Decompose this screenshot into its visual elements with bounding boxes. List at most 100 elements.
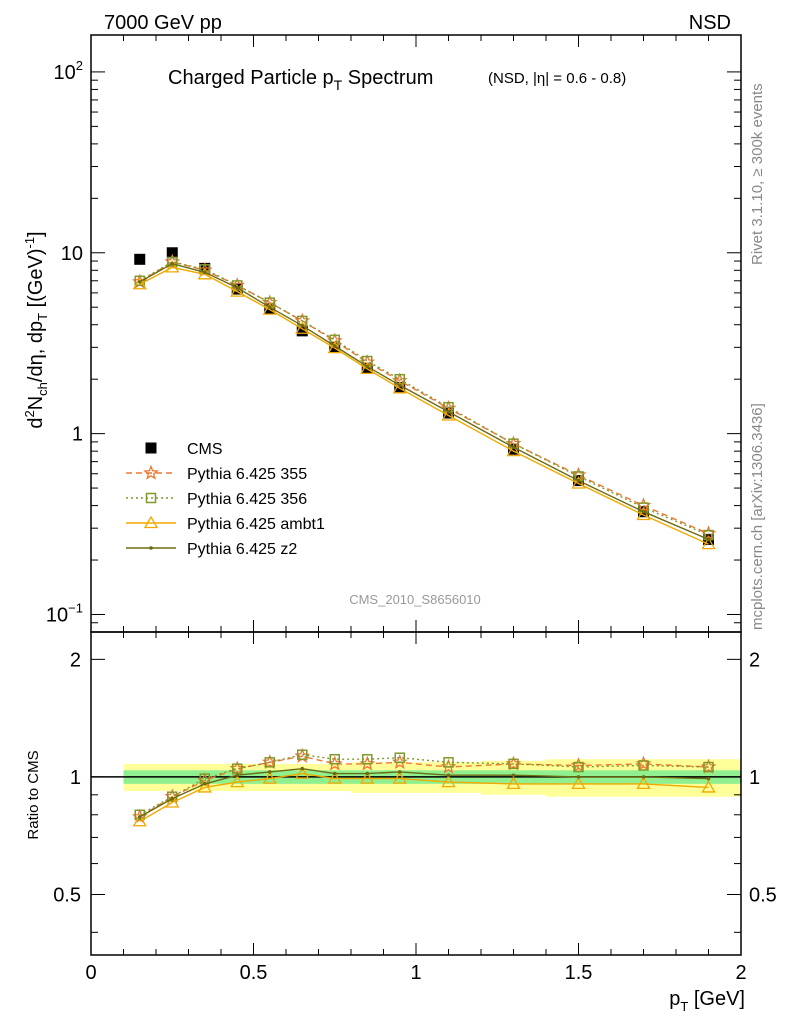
ratio-point <box>165 795 180 808</box>
y-tick-label-base: 10 <box>61 243 83 265</box>
header-right: NSD <box>689 12 731 34</box>
ratio-point <box>506 776 521 790</box>
main-point <box>166 247 178 259</box>
ratio-point <box>443 757 454 768</box>
main-series-4 <box>137 261 711 542</box>
chart-subtitle: (NSD, |η| = 0.6 - 0.8) <box>488 70 626 87</box>
mcplots-label: mcplots.cern.ch [arXiv:1306.3436] <box>749 403 766 630</box>
ratio-uncertainty-bands <box>91 759 741 797</box>
ratio-y-tick-label: 1 <box>70 767 81 789</box>
main-point <box>701 536 716 550</box>
main-point <box>365 364 370 369</box>
main-point <box>446 410 451 414</box>
x-tick-label: 1 <box>410 962 421 984</box>
rivet-label: Rivet 3.1.10, ≥ 300k events <box>749 83 766 265</box>
xlabel-part-0: p <box>669 988 680 1010</box>
ratio-point <box>264 757 275 768</box>
ratio-point <box>362 753 373 765</box>
legend-label: Pythia 6.425 ambt1 <box>187 516 325 533</box>
main-point <box>137 280 142 284</box>
main-point <box>506 443 521 457</box>
legend-label: Pythia 6.425 356 <box>187 491 307 508</box>
xlabel-part-2: [GeV] <box>688 988 745 1010</box>
main-point <box>134 275 145 287</box>
ratio-y-tick-label-right: 2 <box>749 649 760 671</box>
y-tick-label: 10−1 <box>46 600 83 626</box>
ratio-point <box>202 782 207 786</box>
main-point <box>641 509 646 514</box>
main-point <box>706 537 711 542</box>
legend-label: Pythia 6.425 355 <box>187 466 307 483</box>
ratio-point <box>197 780 212 793</box>
legend-marker <box>145 442 157 454</box>
main-point <box>508 443 519 455</box>
main-point <box>394 381 406 393</box>
y-tick-label-base: 10 <box>54 62 76 84</box>
ratio-point <box>636 776 651 790</box>
y-axis-label-main: d2Nch/dη, dpT [(GeV)-1] <box>22 231 50 428</box>
ylabel-part-0: d <box>25 418 47 429</box>
legend-label: Pythia 6.425 z2 <box>187 541 297 558</box>
y-tick-label: 102 <box>54 58 83 84</box>
ylabel-part-4: /dη, dp <box>25 321 47 382</box>
ratio-series-line <box>139 753 709 816</box>
main-series-line <box>139 262 709 541</box>
x-tick-label: 0 <box>85 962 96 984</box>
ratio-series-3 <box>137 766 711 819</box>
ratio-point <box>329 753 340 765</box>
ratio-point <box>267 770 272 774</box>
ratio-point <box>641 775 646 779</box>
xlabel-part-1: T <box>680 999 688 1014</box>
ratio-point <box>392 771 407 784</box>
ratio-point <box>137 815 142 819</box>
chart-title-sub: T <box>334 77 343 93</box>
ratio-point <box>701 780 716 793</box>
ratio-point <box>394 752 405 763</box>
main-point <box>296 325 308 337</box>
ylabel-part-2: N <box>25 396 47 410</box>
main-point <box>134 253 146 265</box>
y-tick-label-exp: 2 <box>76 58 83 73</box>
ratio-series-2 <box>132 766 716 827</box>
main-point <box>332 344 337 348</box>
main-point <box>230 284 245 297</box>
ylabel-part-1: 2 <box>22 410 37 417</box>
ratio-point <box>300 766 305 771</box>
ratio-point <box>232 763 243 774</box>
main-point <box>441 408 456 421</box>
y-axis-label-ratio: Ratio to CMS <box>25 750 42 839</box>
ratio-point <box>365 771 370 776</box>
x-axis-label: pT [GeV] <box>669 988 745 1014</box>
main-point <box>202 270 207 275</box>
ratio-point <box>638 760 649 771</box>
y-tick-label-exp: −1 <box>68 600 83 615</box>
ratio-series-line <box>139 767 709 818</box>
legend-marker <box>145 492 157 504</box>
ratio-point <box>446 773 451 778</box>
ratio-point <box>235 773 240 778</box>
ratio-point <box>706 776 711 781</box>
main-point <box>397 383 402 388</box>
legend-marker <box>149 546 153 550</box>
ratio-y-tick-label-right: 0.5 <box>749 885 777 907</box>
ratio-point <box>508 758 519 770</box>
ratio-point <box>571 776 586 790</box>
main-series-line <box>139 261 709 536</box>
ratio-y-tick-label: 2 <box>70 649 81 671</box>
main-point <box>300 323 305 328</box>
chart-title-tail: Spectrum <box>342 67 433 89</box>
x-tick-label: 2 <box>735 962 746 984</box>
ratio-point <box>511 773 516 778</box>
main-point <box>165 260 180 273</box>
ratio-point <box>703 761 714 773</box>
legend-label: CMS <box>187 441 223 458</box>
ylabel-part-5: T <box>35 313 50 321</box>
main-point <box>167 256 178 268</box>
legend-marker <box>143 464 159 480</box>
ratio-point <box>297 749 308 760</box>
y-tick-label: 10 <box>61 243 83 265</box>
main-point <box>511 445 516 450</box>
